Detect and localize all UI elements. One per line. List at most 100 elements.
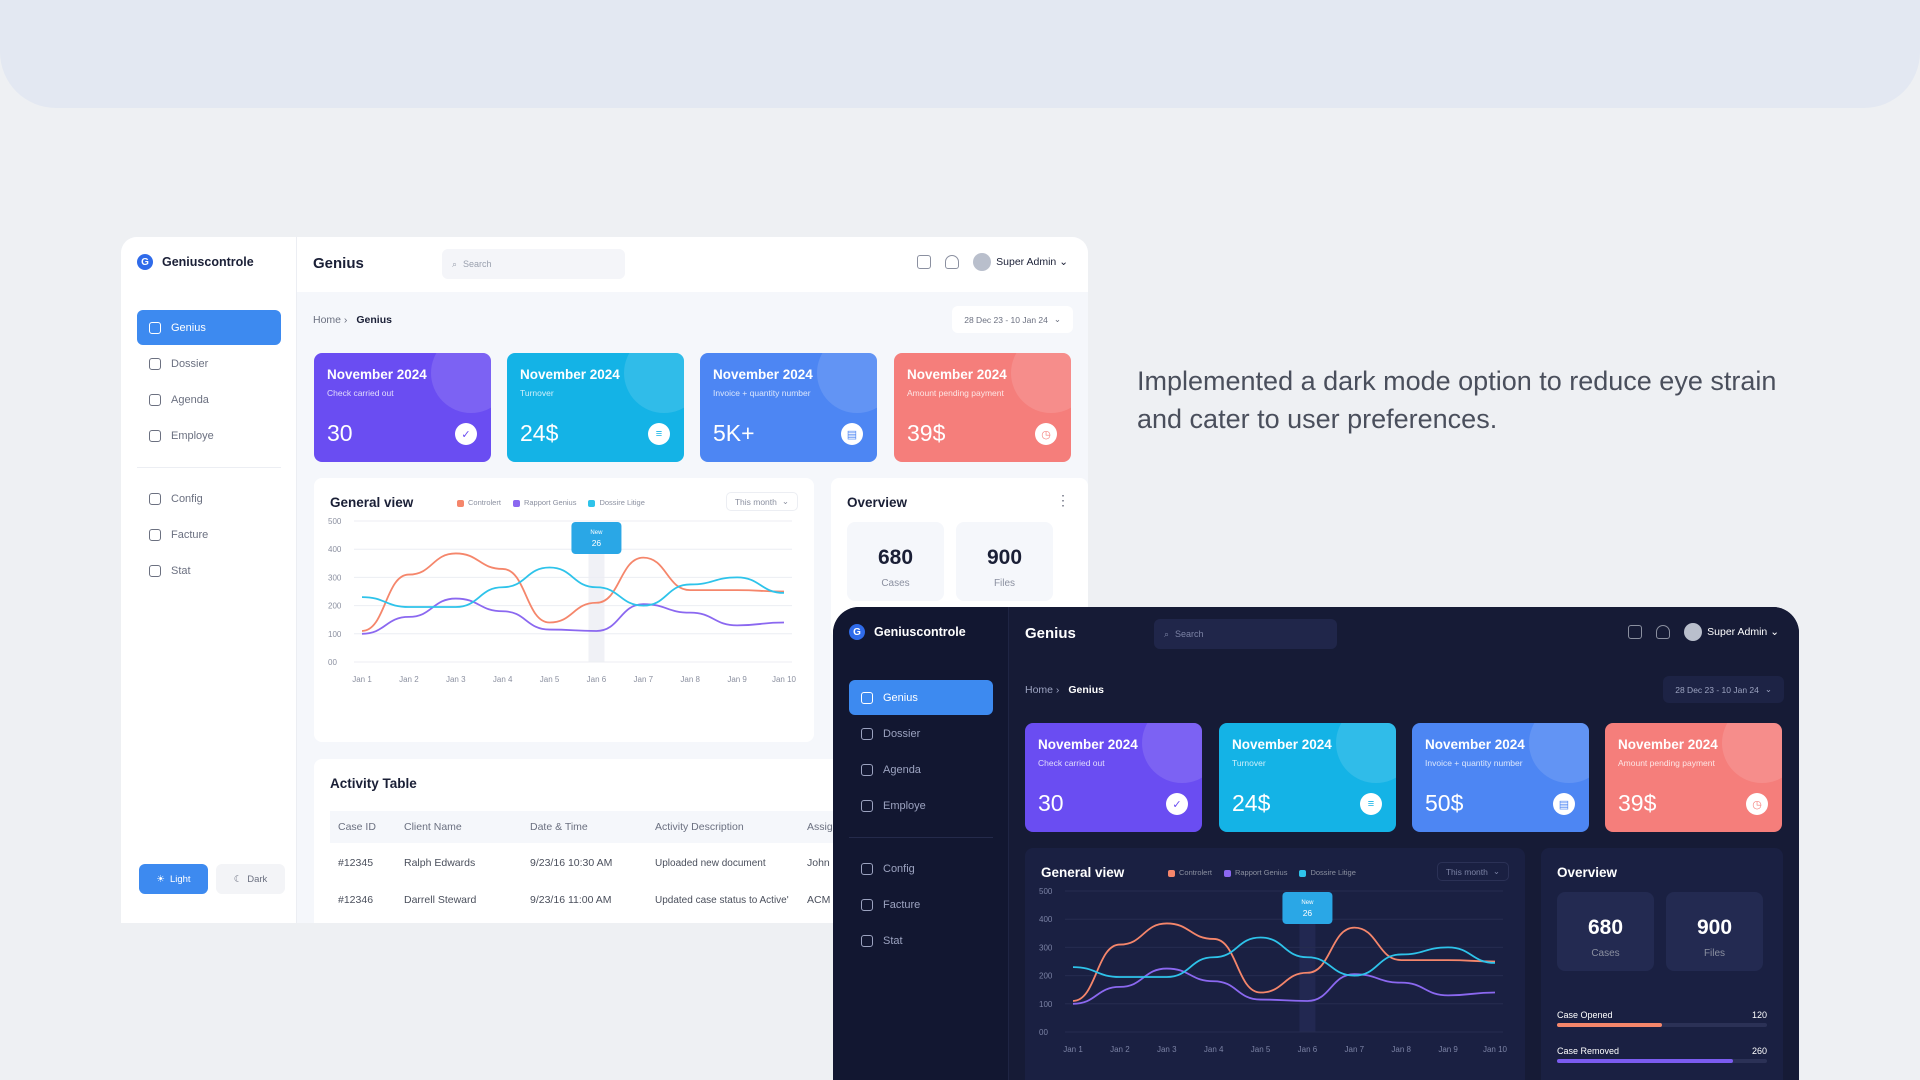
stat-card-invoices[interactable]: November 2024 Invoice + quantity number 5K… bbox=[700, 353, 877, 462]
sidebar-item-dossier[interactable]: Dossier bbox=[849, 716, 993, 751]
dark-mode-button[interactable]: ☾ Dark bbox=[216, 864, 285, 894]
x-tick-label: Jan 3 bbox=[446, 675, 466, 684]
breadcrumb-home[interactable]: Home bbox=[313, 314, 342, 326]
sidebar-item-config[interactable]: Config bbox=[849, 851, 993, 886]
bar-value: 120 bbox=[1751, 1010, 1767, 1020]
search-input[interactable]: ⌕ Search bbox=[1154, 619, 1337, 649]
brand[interactable]: G Geniuscontrole bbox=[137, 254, 254, 270]
table-row[interactable]: #12346 Darrell Steward 9/23/16 11:00 AM … bbox=[330, 883, 870, 917]
card-subtitle: Turnover bbox=[520, 388, 554, 398]
bell-icon[interactable] bbox=[945, 255, 960, 269]
cell-description: Updated case status to Active' bbox=[655, 894, 789, 906]
search-icon: ⌕ bbox=[452, 258, 458, 269]
sidebar-item-genius[interactable]: Genius bbox=[137, 310, 281, 345]
mail-icon[interactable] bbox=[917, 255, 932, 269]
panel-title: Overview bbox=[1557, 865, 1618, 880]
sidebar-item-label: Genius bbox=[171, 321, 206, 334]
legend-item: Controlert bbox=[1168, 868, 1212, 877]
card-subtitle: Turnover bbox=[1232, 758, 1266, 768]
sidebar-item-agenda[interactable]: Agenda bbox=[849, 752, 993, 787]
period-dropdown[interactable]: This month ⌄ bbox=[725, 492, 798, 511]
x-tick-label: Jan 8 bbox=[1391, 1045, 1411, 1054]
card-subtitle: Invoice + quantity number bbox=[1425, 758, 1523, 768]
activity-table-panel: Activity Table Case ID Client Name Date … bbox=[314, 759, 874, 923]
card-title: November 2024 bbox=[907, 367, 1007, 382]
brand-name: Geniuscontrole bbox=[874, 625, 966, 639]
sidebar: G Geniuscontrole Genius Dossier Agenda E… bbox=[833, 607, 1009, 1080]
y-tick-label: 400 bbox=[1039, 915, 1053, 924]
date-range-picker[interactable]: 28 Dec 23 - 10 Jan 24 ⌄ bbox=[952, 306, 1073, 333]
sidebar-item-stat[interactable]: Stat bbox=[137, 553, 281, 588]
general-view-panel: General view Controlert Rapport Genius D… bbox=[314, 478, 814, 742]
sidebar-item-agenda[interactable]: Agenda bbox=[137, 382, 281, 417]
x-tick-label: Jan 3 bbox=[1157, 1045, 1177, 1054]
series-line bbox=[361, 552, 785, 632]
card-value: 24$ bbox=[520, 420, 559, 446]
sidebar-item-label: Dossier bbox=[883, 727, 921, 740]
sidebar-item-label: Employe bbox=[883, 799, 926, 812]
stat-card-checks[interactable]: November 2024 Check carried out 30 ✓ bbox=[1025, 723, 1202, 832]
sidebar-item-dossier[interactable]: Dossier bbox=[137, 346, 281, 381]
panel-title: General view bbox=[330, 495, 414, 510]
x-tick-label: Jan 4 bbox=[1204, 1045, 1224, 1054]
invoice-icon: ▤ bbox=[1553, 793, 1575, 815]
sidebar-item-employe[interactable]: Employe bbox=[849, 788, 993, 823]
sidebar-item-genius[interactable]: Genius bbox=[849, 680, 993, 715]
stat-card-invoices[interactable]: November 2024 Invoice + quantity number 50… bbox=[1412, 723, 1589, 832]
period-dropdown[interactable]: This month ⌄ bbox=[1436, 862, 1509, 881]
coins-icon: ≡ bbox=[1360, 793, 1382, 815]
stat-card-checks[interactable]: November 2024 Check carried out 30 ✓ bbox=[314, 353, 491, 462]
x-tick-label: Jan 10 bbox=[1483, 1045, 1508, 1054]
table-row[interactable]: #12345 Ralph Edwards 9/23/16 10:30 AM Up… bbox=[330, 843, 870, 883]
card-decoration bbox=[1142, 723, 1202, 783]
check-icon: ✓ bbox=[455, 423, 477, 445]
sidebar-item-label: Facture bbox=[171, 528, 209, 541]
legend-item: Rapport Genius bbox=[1223, 868, 1287, 877]
search-placeholder: Search bbox=[1175, 629, 1204, 639]
light-mode-button[interactable]: ☀ Light bbox=[139, 864, 208, 894]
x-tick-label: Jan 1 bbox=[352, 675, 372, 684]
stat-value: 680 bbox=[877, 546, 914, 569]
date-range-picker[interactable]: 28 Dec 23 - 10 Jan 24 ⌄ bbox=[1663, 676, 1784, 703]
stat-card-turnover[interactable]: November 2024 Turnover 24$ ≡ bbox=[507, 353, 684, 462]
sidebar-item-employe[interactable]: Employe bbox=[137, 418, 281, 453]
page-title: Genius bbox=[1025, 625, 1076, 642]
bar-label: Case Removed bbox=[1557, 1046, 1620, 1056]
chart-tooltip bbox=[1282, 892, 1333, 924]
search-input[interactable]: ⌕ Search bbox=[442, 249, 625, 279]
card-title: November 2024 bbox=[1232, 737, 1332, 752]
sidebar-item-facture[interactable]: Facture bbox=[137, 517, 281, 552]
bell-icon[interactable] bbox=[1656, 625, 1671, 639]
bar-fill bbox=[1557, 1059, 1734, 1063]
breadcrumb: Home › Genius bbox=[313, 314, 392, 326]
stat-card-pending[interactable]: November 2024 Amount pending payment 39$ ◷ bbox=[1605, 723, 1782, 832]
brand[interactable]: G Geniuscontrole bbox=[849, 624, 966, 640]
folder-icon bbox=[149, 357, 161, 370]
x-tick-label: Jan 5 bbox=[1251, 1045, 1271, 1054]
more-options-icon[interactable]: ⋮ bbox=[1056, 492, 1070, 508]
sidebar-item-facture[interactable]: Facture bbox=[849, 887, 993, 922]
user-name: Super Admin bbox=[1707, 625, 1768, 638]
sidebar-item-label: Agenda bbox=[171, 393, 209, 406]
chevron-down-icon: ⌄ bbox=[1492, 866, 1500, 876]
header-actions: Super Admin ⌄ bbox=[917, 253, 1068, 271]
y-tick-label: 100 bbox=[1039, 1000, 1053, 1009]
user-menu[interactable]: Super Admin ⌄ bbox=[1684, 623, 1779, 641]
sidebar-divider bbox=[849, 837, 993, 838]
theme-toggle: ☀ Light ☾ Dark bbox=[139, 864, 285, 894]
light-mode-label: Light bbox=[169, 873, 191, 885]
stat-card-pending[interactable]: November 2024 Amount pending payment 39$ ◷ bbox=[894, 353, 1071, 462]
stat-label: Files bbox=[1703, 948, 1726, 959]
y-tick-label: 00 bbox=[1039, 1028, 1048, 1037]
breadcrumb-home[interactable]: Home bbox=[1025, 684, 1054, 696]
sidebar-item-stat[interactable]: Stat bbox=[849, 923, 993, 958]
cell-client: Ralph Edwards bbox=[404, 857, 476, 869]
mail-icon[interactable] bbox=[1628, 625, 1643, 639]
user-menu[interactable]: Super Admin ⌄ bbox=[973, 253, 1068, 271]
sidebar-item-config[interactable]: Config bbox=[137, 481, 281, 516]
card-value: 39$ bbox=[907, 420, 946, 446]
top-header: Genius ⌕ Search Super Admin ⌄ bbox=[297, 237, 1088, 292]
stat-card-turnover[interactable]: November 2024 Turnover 24$ ≡ bbox=[1219, 723, 1396, 832]
cell-description: Uploaded new document bbox=[655, 857, 766, 869]
invoice-icon bbox=[861, 898, 873, 911]
